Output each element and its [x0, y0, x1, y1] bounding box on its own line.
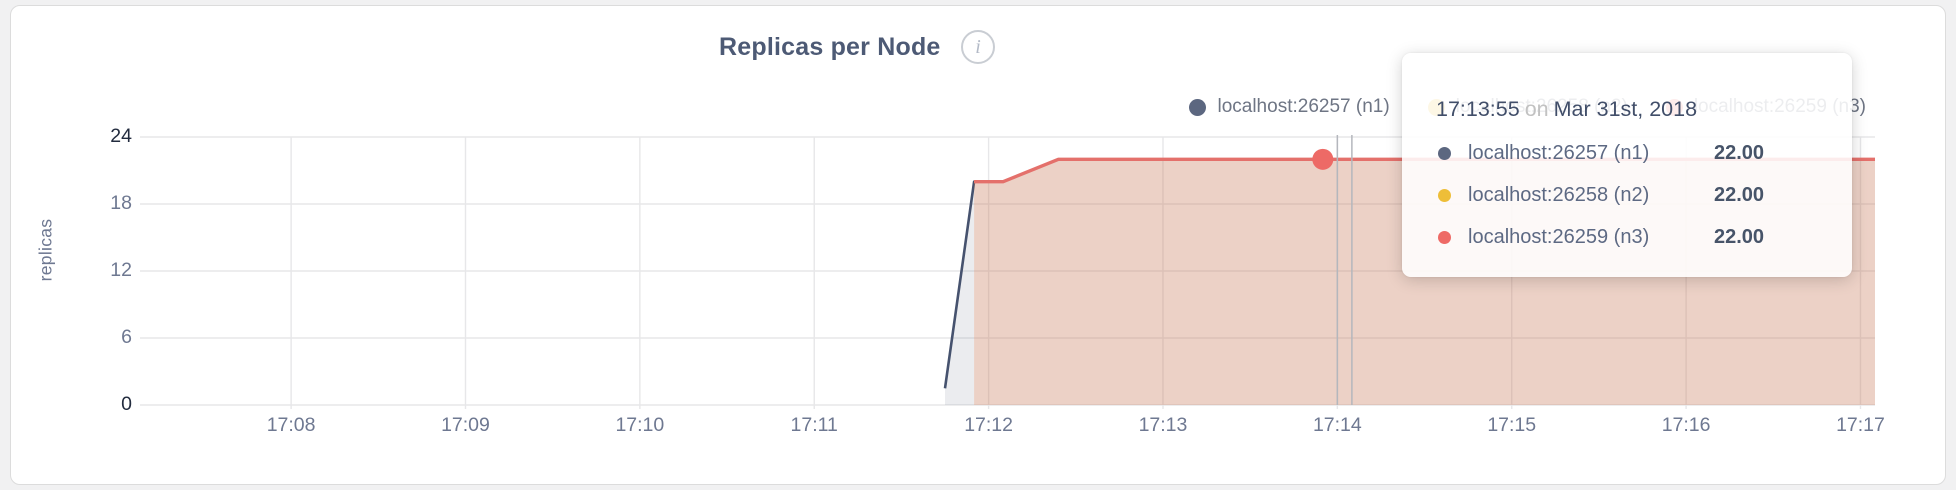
- y-tick-0: 0: [121, 393, 132, 415]
- tooltip-dot-n3: [1438, 230, 1451, 244]
- x-tick-17:12: 17:12: [964, 414, 1014, 436]
- x-tick-17:08: 17:08: [266, 414, 316, 436]
- chart-tooltip: 17:13:55 on Mar 31st, 2018 localhost:26257…: [1402, 53, 1852, 277]
- x-tick-17:16: 17:16: [1661, 414, 1711, 436]
- y-tick-6: 6: [121, 326, 132, 348]
- legend-item-n1[interactable]: localhost:26257 (n1): [1189, 96, 1390, 118]
- info-icon[interactable]: i: [960, 30, 995, 64]
- y-tick-24: 24: [110, 125, 132, 147]
- x-tick-17:09: 17:09: [441, 414, 490, 436]
- tooltip-row-n2: localhost:26258 (n2) 22.00: [1436, 174, 1826, 216]
- tooltip-dot-n1: [1438, 146, 1451, 160]
- tooltip-value-n1: 22.00: [1714, 141, 1765, 164]
- tooltip-row-n1: localhost:26257 (n1) 22.00: [1436, 132, 1826, 174]
- tooltip-label-n2: localhost:26258 (n2): [1468, 183, 1650, 206]
- tooltip-time: 17:13:55: [1436, 97, 1520, 121]
- legend-dot-n1: [1189, 98, 1207, 116]
- x-tick-17:11: 17:11: [790, 414, 838, 436]
- tooltip-rows: localhost:26257 (n1) 22.00 localhost:26258…: [1436, 132, 1826, 258]
- y-tick-12: 12: [110, 259, 132, 281]
- chart-header: Replicas per Node i: [0, 30, 1714, 64]
- tooltip-date: Mar 31st, 2018: [1553, 97, 1698, 121]
- tooltip-row-n3: localhost:26259 (n3) 22.00: [1436, 216, 1826, 258]
- y-tick-18: 18: [110, 192, 132, 214]
- legend-label-n1: localhost:26257 (n1): [1217, 96, 1390, 117]
- x-tick-17:15: 17:15: [1487, 414, 1537, 436]
- x-tick-17:13: 17:13: [1138, 414, 1188, 436]
- tooltip-label-n1: localhost:26257 (n1): [1468, 141, 1650, 164]
- tooltip-dot-n2: [1438, 188, 1451, 202]
- x-tick-17:10: 17:10: [615, 414, 665, 436]
- tooltip-value-n2: 22.00: [1714, 183, 1765, 206]
- x-tick-17:17: 17:17: [1836, 414, 1885, 436]
- tooltip-header: 17:13:55 on Mar 31st, 2018: [1436, 97, 1826, 122]
- tooltip-value-n3: 22.00: [1714, 225, 1765, 248]
- x-tick-17:14: 17:14: [1312, 414, 1362, 436]
- hover-point[interactable]: [1312, 148, 1334, 170]
- chart-title: Replicas per Node: [719, 32, 941, 61]
- tooltip-label-n3: localhost:26259 (n3): [1468, 225, 1650, 248]
- tooltip-conjunction: on: [1524, 97, 1549, 121]
